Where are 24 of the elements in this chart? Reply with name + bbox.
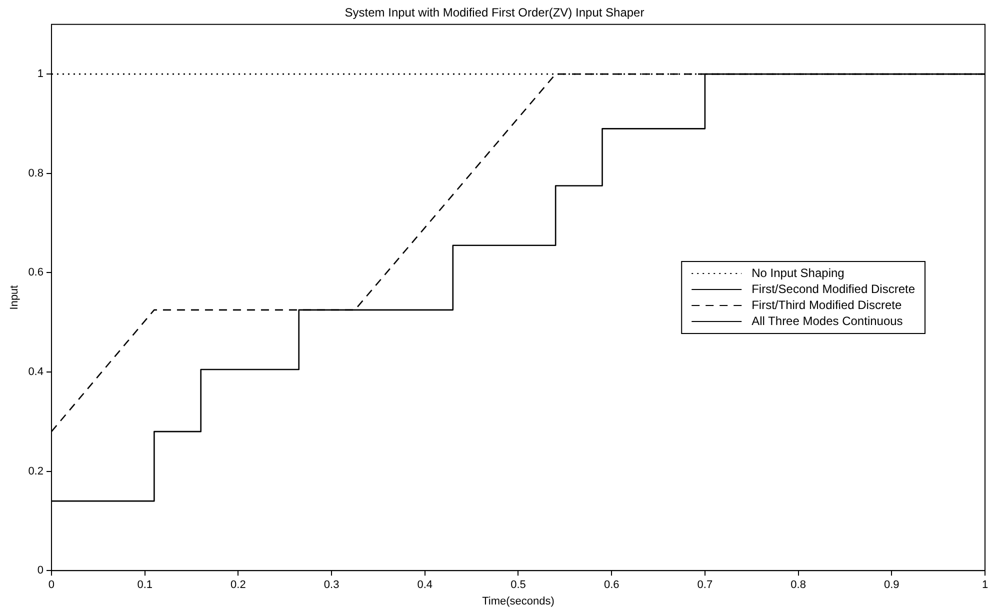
x-tick-label: 0.8 [790,579,806,592]
y-axis-title: Input [8,285,21,310]
x-tick-label: 0.2 [230,579,246,592]
legend-label: First/Third Modified Discrete [752,298,902,312]
y-tick-label: 1 [37,68,44,80]
x-tick-label: 0.6 [604,579,620,592]
legend-label: All Three Modes Continuous [752,314,903,328]
x-tick-label: 0 [48,579,55,592]
x-tick-label: 0.3 [324,579,340,592]
chart-title: System Input with Modified First Order(ZV) Input Shaper [344,6,644,20]
y-tick-label: 0.4 [28,366,44,378]
x-tick-label: 0.9 [884,579,900,592]
x-tick-label: 1 [982,579,988,592]
legend-label: First/Second Modified Discrete [752,282,916,296]
y-tick-label: 0.6 [28,266,44,279]
y-tick-label: 0.8 [28,167,44,180]
x-tick-label: 0.7 [697,579,713,592]
x-axis-title: Time(seconds) [482,595,554,608]
x-tick-label: 0.5 [510,579,526,592]
legend-label: No Input Shaping [752,266,844,280]
x-tick-label: 0.1 [137,579,152,592]
x-tick-label: 0.4 [417,579,433,592]
y-tick-label: 0 [37,564,44,577]
y-tick-label: 0.2 [28,465,44,478]
